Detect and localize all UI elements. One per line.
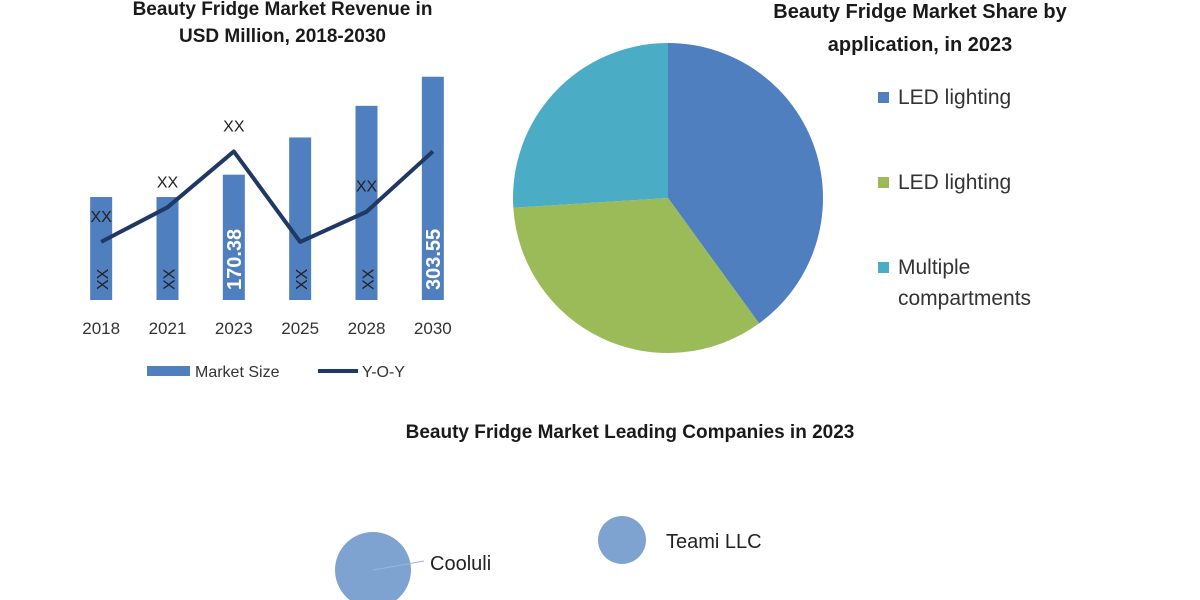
- legend-label: LED lighting: [898, 171, 1012, 194]
- bar: [289, 137, 312, 300]
- legend-label: LED lighting: [898, 86, 1012, 109]
- legend-swatch: [878, 177, 889, 188]
- legend-label: Y-O-Y: [362, 364, 405, 381]
- x-tick-label: 2021: [149, 319, 187, 338]
- leader-line: [372, 560, 425, 571]
- bubble-label: Teami LLC: [666, 531, 762, 553]
- bar-value-label: 170.38: [224, 229, 246, 290]
- legend-label: Market Size: [195, 364, 280, 381]
- bar: [156, 197, 179, 300]
- bubble-chart-title: Beauty Fridge Market Leading Companies i…: [405, 422, 855, 443]
- x-tick-label: 2023: [215, 319, 253, 338]
- line-value-label: XX: [157, 174, 179, 191]
- bar: [421, 76, 444, 301]
- bar-chart-title: Beauty Fridge Market Revenue in USD Mill…: [132, 0, 433, 47]
- bar: [222, 174, 245, 300]
- bar: [355, 105, 378, 300]
- bar-value-label: XX: [95, 268, 112, 290]
- line-value-label: XX: [90, 209, 112, 226]
- bar-value-label: 303.55: [423, 229, 445, 290]
- pie-chart-title: Beauty Fridge Market Share by applicatio…: [773, 1, 1067, 56]
- pie-slice: [512, 43, 668, 208]
- legend-swatch: [878, 262, 889, 273]
- bar-value-label: XX: [294, 268, 311, 290]
- line: [100, 149, 435, 244]
- legend-swatch: [878, 92, 889, 103]
- bar-value-label: XX: [361, 268, 378, 290]
- pie-slice: [668, 43, 823, 324]
- bubble-label: Cooluli: [430, 553, 491, 575]
- x-tick-label: 2030: [414, 319, 452, 338]
- bubble: [335, 532, 411, 600]
- line-value-label: XX: [223, 118, 245, 135]
- bar: [90, 197, 113, 300]
- legend-label: Multiple compartments: [898, 256, 1032, 310]
- legend-swatch: [147, 366, 190, 376]
- x-tick-label: 2028: [348, 319, 386, 338]
- pie-slice: [513, 198, 760, 353]
- bar-value-label: XX: [162, 268, 179, 290]
- x-tick-label: 2025: [281, 319, 319, 338]
- line-value-label: XX: [356, 179, 378, 196]
- bubble: [598, 516, 646, 564]
- x-tick-label: 2018: [82, 319, 120, 338]
